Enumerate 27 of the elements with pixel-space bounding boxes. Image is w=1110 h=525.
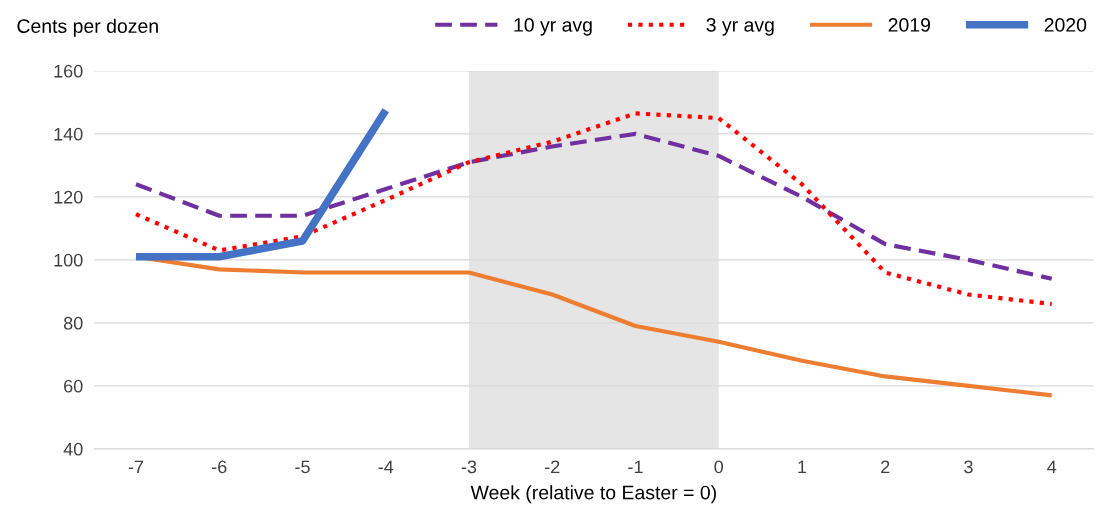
y-tick-label: 140: [54, 127, 83, 141]
x-tick-label: -5: [295, 460, 310, 474]
y-tick-label: 120: [54, 190, 83, 204]
legend-label: 2020: [1044, 18, 1087, 32]
x-tick-label: -3: [461, 460, 477, 474]
y-tick-label: 40: [63, 442, 83, 456]
x-tick-label: -7: [128, 460, 144, 474]
x-tick-label: -4: [378, 460, 394, 474]
legend-label: 10 yr avg: [514, 18, 592, 36]
line-series: [133, 111, 1054, 307]
legend-label: 3 yr avg: [706, 18, 774, 36]
x-tick-label: 4: [1047, 460, 1057, 474]
y-tick-label: 80: [63, 316, 83, 330]
x-tick-label: 1: [798, 460, 807, 474]
line-series: [133, 131, 1054, 281]
x-tick-label: -1: [628, 460, 643, 474]
legend-label: 2019: [888, 18, 930, 32]
x-tick-label: 2: [881, 460, 890, 474]
x-tick-label: 0: [714, 460, 724, 474]
x-axis-title: Week (relative to Easter = 0): [470, 485, 716, 504]
x-tick-label: 3: [964, 460, 973, 474]
y-tick-label: 160: [54, 64, 83, 78]
x-tick-label: -2: [545, 460, 560, 474]
y-tick-label: 100: [54, 253, 83, 267]
x-tick-label: -6: [212, 460, 227, 474]
y-axis-title: Cents per dozen: [17, 18, 158, 37]
y-tick-label: 60: [64, 379, 83, 393]
